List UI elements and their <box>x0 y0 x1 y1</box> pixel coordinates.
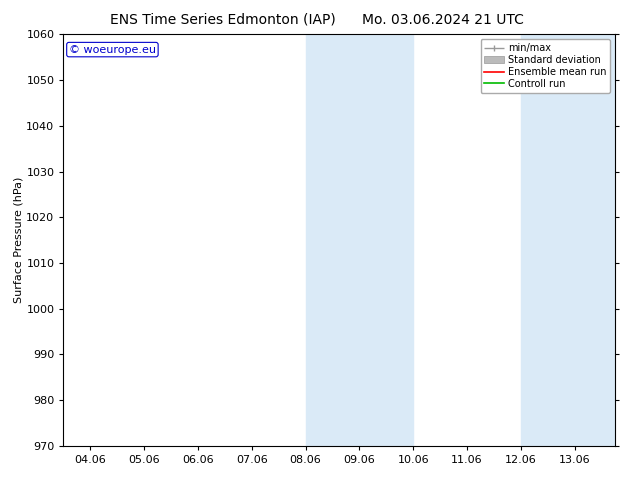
Bar <box>306 34 413 446</box>
Text: © woeurope.eu: © woeurope.eu <box>69 45 156 54</box>
Y-axis label: Surface Pressure (hPa): Surface Pressure (hPa) <box>13 177 23 303</box>
Legend: min/max, Standard deviation, Ensemble mean run, Controll run: min/max, Standard deviation, Ensemble me… <box>481 39 610 93</box>
Bar <box>521 34 615 446</box>
Text: ENS Time Series Edmonton (IAP)      Mo. 03.06.2024 21 UTC: ENS Time Series Edmonton (IAP) Mo. 03.06… <box>110 12 524 26</box>
